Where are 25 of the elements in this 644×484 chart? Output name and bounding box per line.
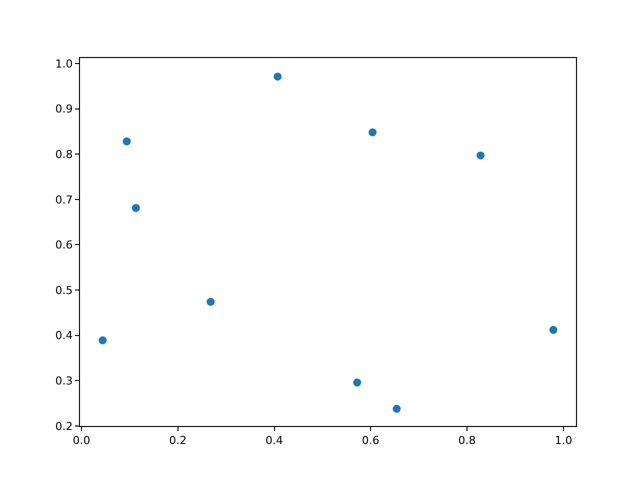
point bbox=[98, 336, 107, 344]
x-tick-label: 0.0 bbox=[72, 434, 90, 448]
x-tick-label: 0.6 bbox=[362, 434, 380, 448]
y-tick-label: 0.9 bbox=[55, 102, 73, 116]
x-tick-label: 0.4 bbox=[266, 434, 283, 448]
point bbox=[206, 298, 215, 306]
point bbox=[132, 204, 140, 212]
y-tick-label: 0.5 bbox=[55, 284, 73, 297]
y-tick-label: 0.4 bbox=[55, 329, 73, 342]
point bbox=[368, 128, 377, 136]
x-tick-label: 1.0 bbox=[554, 434, 572, 448]
x-tick-label: 0.8 bbox=[458, 434, 476, 448]
y-tick-label: 0.7 bbox=[55, 193, 73, 206]
y-tick-label: 0.6 bbox=[55, 238, 73, 252]
y-tick-label: 0.8 bbox=[55, 148, 73, 161]
point bbox=[392, 404, 401, 413]
y-tick-label: 0.2 bbox=[55, 420, 73, 433]
point bbox=[122, 137, 131, 146]
y-tick-label: 1.0 bbox=[55, 57, 73, 70]
point bbox=[274, 72, 282, 81]
point bbox=[476, 151, 485, 160]
y-tick-label: 0.3 bbox=[55, 374, 73, 388]
x-tick-label: 0.2 bbox=[169, 434, 187, 448]
point bbox=[353, 378, 362, 386]
point bbox=[549, 326, 558, 334]
